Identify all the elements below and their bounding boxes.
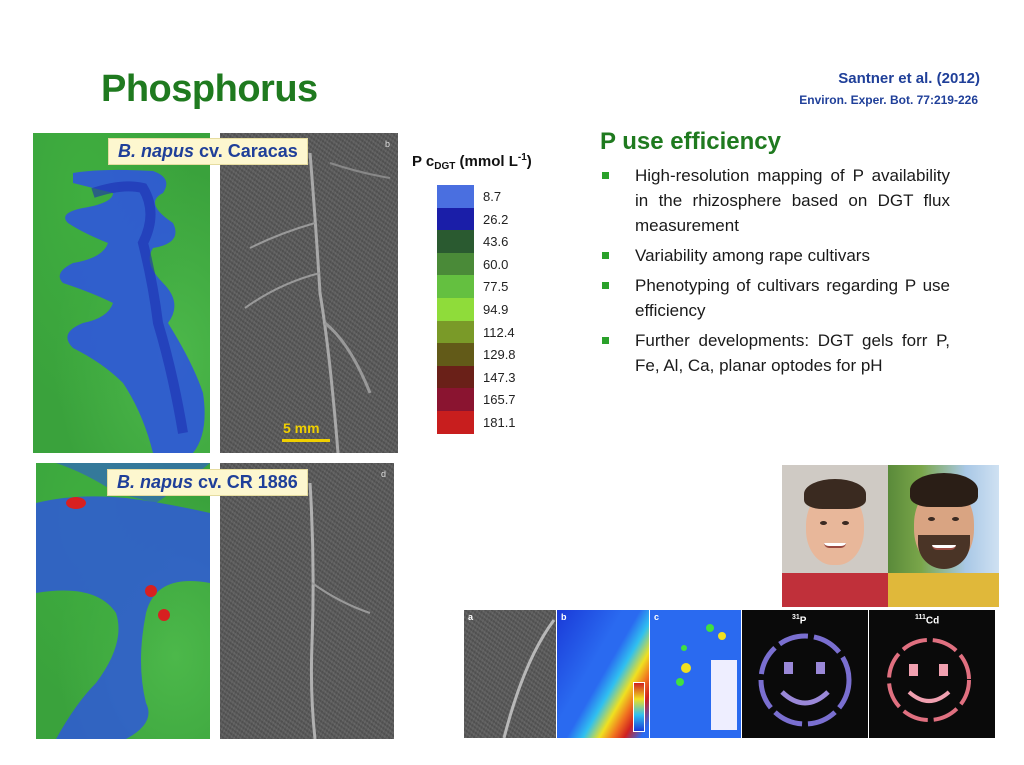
concentration-legend: 8.7 26.2 43.6 60.0 77.5 94.9 112.4 129.8 147.3 16… (437, 185, 557, 434)
dgt-map-cr1886 (36, 463, 210, 739)
strip-spots-image: c (650, 610, 741, 738)
dgt-map-caracas (33, 133, 210, 453)
legend-value: 26.2 (483, 211, 509, 227)
bullet-item: Phenotyping of cultivars regarding P use… (600, 273, 950, 323)
strip-spots (676, 624, 726, 686)
citation-journal: Environ. Exper. Bot. 77:219-226 (799, 93, 978, 107)
legend-value: 43.6 (483, 234, 509, 250)
legend-value: 129.8 (483, 347, 516, 363)
eye (820, 521, 827, 525)
hair (910, 473, 978, 507)
bullet-item: Variability among rape cultivars (600, 243, 950, 268)
portrait-photo-1 (782, 465, 888, 607)
species-name: B. napus (118, 141, 195, 161)
legend-value: 8.7 (483, 189, 502, 204)
legend-value: 165.7 (483, 392, 516, 408)
root-map-shape-bottom (36, 463, 210, 739)
isotope-label-cd: 111Cd (915, 614, 940, 627)
citation-authors: Santner et al. (2012) (838, 70, 980, 87)
legend-row: 181.1 (437, 410, 557, 434)
legend-row: 26.2 (437, 207, 557, 231)
bullet-item: High-resolution mapping of P availabilit… (600, 163, 950, 238)
legend-value: 60.0 (483, 256, 509, 272)
scale-bar-label: 5 mm (283, 420, 320, 436)
legend-value: 112.4 (483, 324, 515, 340)
strip-root-lines (502, 619, 556, 738)
mouth (824, 543, 846, 548)
bullet-list: High-resolution mapping of P availabilit… (600, 163, 950, 383)
strip-cd-image: 111Cd (869, 610, 995, 738)
legend-row: 147.3 (437, 365, 557, 389)
hair (804, 479, 866, 509)
slide-title: Phosphorus (101, 68, 318, 110)
legend-row: 129.8 (437, 343, 557, 366)
legend-swatch (437, 365, 474, 389)
root-lines-top (244, 152, 391, 453)
legend-row: 94.9 (437, 297, 557, 321)
legend-row: 165.7 (437, 388, 557, 411)
strip-dgt-image: b (557, 610, 649, 738)
legend-value: 147.3 (483, 369, 516, 385)
eye (928, 517, 935, 521)
legend-row: 43.6 (437, 230, 557, 253)
legend-swatch (437, 320, 474, 344)
legend-swatch (437, 252, 474, 276)
label-caracas: B. napus cv. Caracas (108, 138, 308, 165)
label-cr1886: B. napus cv. CR 1886 (107, 469, 308, 496)
shirt (888, 573, 999, 607)
legend-swatch (437, 275, 474, 298)
portrait-photo-2 (888, 465, 999, 607)
cultivar-name: cv. CR 1886 (193, 472, 298, 492)
section-heading: P use efficiency (600, 128, 781, 155)
panel-letter-b: b (384, 139, 390, 149)
strip-letter-c: c (654, 612, 660, 622)
species-name: B. napus (117, 472, 194, 492)
strip-letter-b: b (561, 612, 567, 622)
legend-value: 94.9 (483, 301, 509, 317)
smiley-cd (887, 638, 971, 722)
legend-swatch (437, 388, 474, 411)
legend-row: 8.7 (437, 185, 557, 208)
legend-swatch (437, 343, 474, 366)
root-lines-bottom (308, 482, 371, 739)
eye (842, 521, 849, 525)
strip-colorbar (633, 682, 645, 732)
legend-value: 77.5 (483, 279, 509, 295)
eye (952, 517, 959, 521)
scale-bar (282, 439, 330, 442)
root-map-shape-top (59, 169, 205, 453)
mouth (932, 545, 956, 550)
bullet-item: Further developments: DGT gels forr P, F… (600, 328, 950, 378)
legend-title: P cDGT (mmol L-1) (412, 152, 532, 172)
legend-swatch (437, 230, 474, 253)
legend-swatch (437, 297, 474, 321)
strip-letter-a: a (468, 612, 474, 622)
cultivar-name: cv. Caracas (194, 141, 298, 161)
legend-row: 77.5 (437, 275, 557, 298)
root-photo-caracas: b (220, 133, 398, 453)
beard (918, 535, 970, 569)
legend-row: 112.4 (437, 320, 557, 344)
legend-swatch (437, 410, 474, 434)
shirt (782, 573, 888, 607)
legend-swatch (437, 185, 474, 208)
legend-swatch (437, 207, 474, 231)
panel-letter-d: d (380, 469, 386, 479)
smiley-p (758, 633, 852, 727)
legend-value: 181.1 (483, 414, 516, 430)
strip-root-photo: a (464, 610, 556, 738)
strip-p-image: 31P (742, 610, 868, 738)
root-photo-cr1886: d (220, 463, 394, 739)
strip-colortable (711, 660, 737, 730)
isotope-label-p: 31P (792, 614, 807, 627)
legend-row: 60.0 (437, 252, 557, 276)
